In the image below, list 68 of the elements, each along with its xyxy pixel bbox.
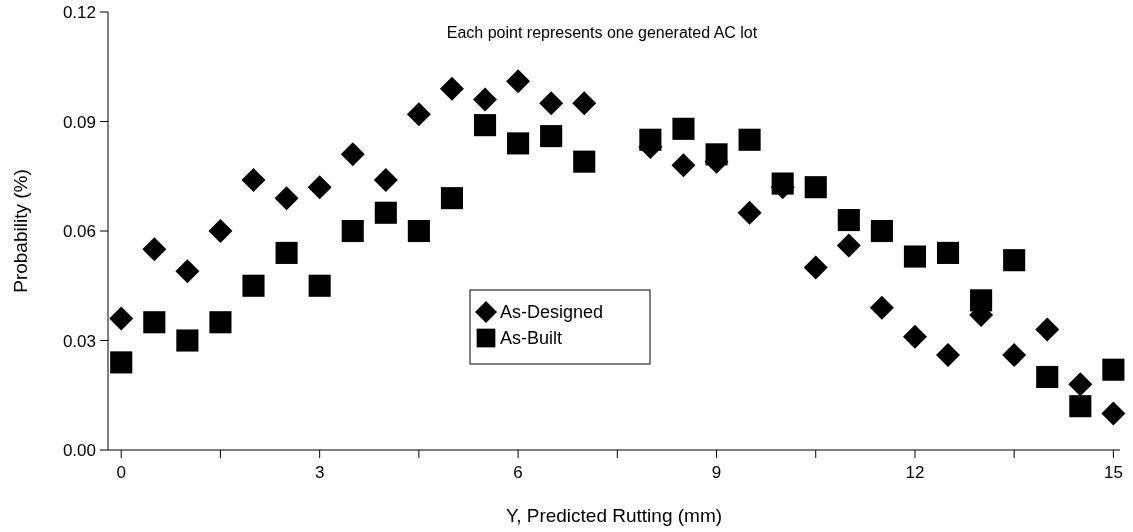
point [307, 175, 332, 200]
x-tick-label: 15 [1103, 463, 1123, 482]
point [175, 259, 200, 284]
x-tick-label: 12 [905, 463, 925, 482]
point [208, 219, 233, 243]
point [176, 329, 199, 352]
point [341, 219, 364, 243]
legend-label: As-Built [500, 328, 563, 348]
point [738, 128, 761, 151]
x-tick-label: 9 [711, 463, 722, 482]
point [308, 274, 331, 297]
point [936, 343, 961, 368]
point [406, 102, 431, 127]
y-tick-label: 0.12 [62, 3, 96, 22]
point [902, 324, 927, 349]
point [539, 91, 564, 116]
point [1101, 401, 1126, 426]
point [540, 125, 563, 148]
point [439, 76, 464, 101]
point [373, 167, 398, 192]
point [903, 245, 926, 268]
y-tick-label: 0.06 [62, 222, 96, 241]
y-tick-label: 0.09 [62, 112, 96, 132]
point [440, 187, 463, 210]
point [506, 69, 531, 94]
point [340, 142, 365, 167]
point [671, 153, 696, 178]
point [573, 150, 596, 173]
point [1035, 317, 1060, 342]
point [209, 311, 232, 334]
point [374, 201, 397, 224]
point [143, 311, 166, 334]
point [275, 241, 298, 264]
y-tick-label: 0.03 [62, 331, 96, 351]
point [142, 237, 167, 262]
x-tick-label: 0 [116, 463, 126, 482]
legend-label: As-Designed [500, 302, 604, 322]
point [1068, 372, 1093, 397]
point [1102, 358, 1125, 381]
point [1002, 343, 1027, 368]
point [274, 186, 299, 211]
point [1036, 365, 1059, 389]
point [473, 114, 497, 137]
x-axis-title: Y, Predicted Rutting (mm) [505, 505, 723, 526]
point [870, 219, 893, 243]
point [737, 200, 762, 225]
point [1003, 249, 1026, 272]
point [837, 209, 860, 232]
point [803, 255, 828, 280]
annotation: Each point represents one generated AC lot [446, 24, 758, 41]
y-tick-label: 0.00 [62, 441, 96, 460]
point [869, 295, 894, 320]
point [507, 132, 530, 155]
point [407, 219, 430, 243]
point [242, 274, 265, 297]
point [672, 117, 695, 140]
point [572, 91, 597, 116]
point [241, 167, 266, 192]
point [473, 87, 498, 112]
y-axis-title: Probability (%) [10, 169, 31, 293]
point [936, 241, 960, 264]
point [110, 351, 133, 374]
x-tick-label: 6 [513, 463, 523, 482]
point [836, 233, 861, 258]
point [109, 306, 134, 331]
point [804, 176, 827, 199]
x-tick-label: 3 [314, 463, 325, 482]
point [1069, 395, 1092, 418]
